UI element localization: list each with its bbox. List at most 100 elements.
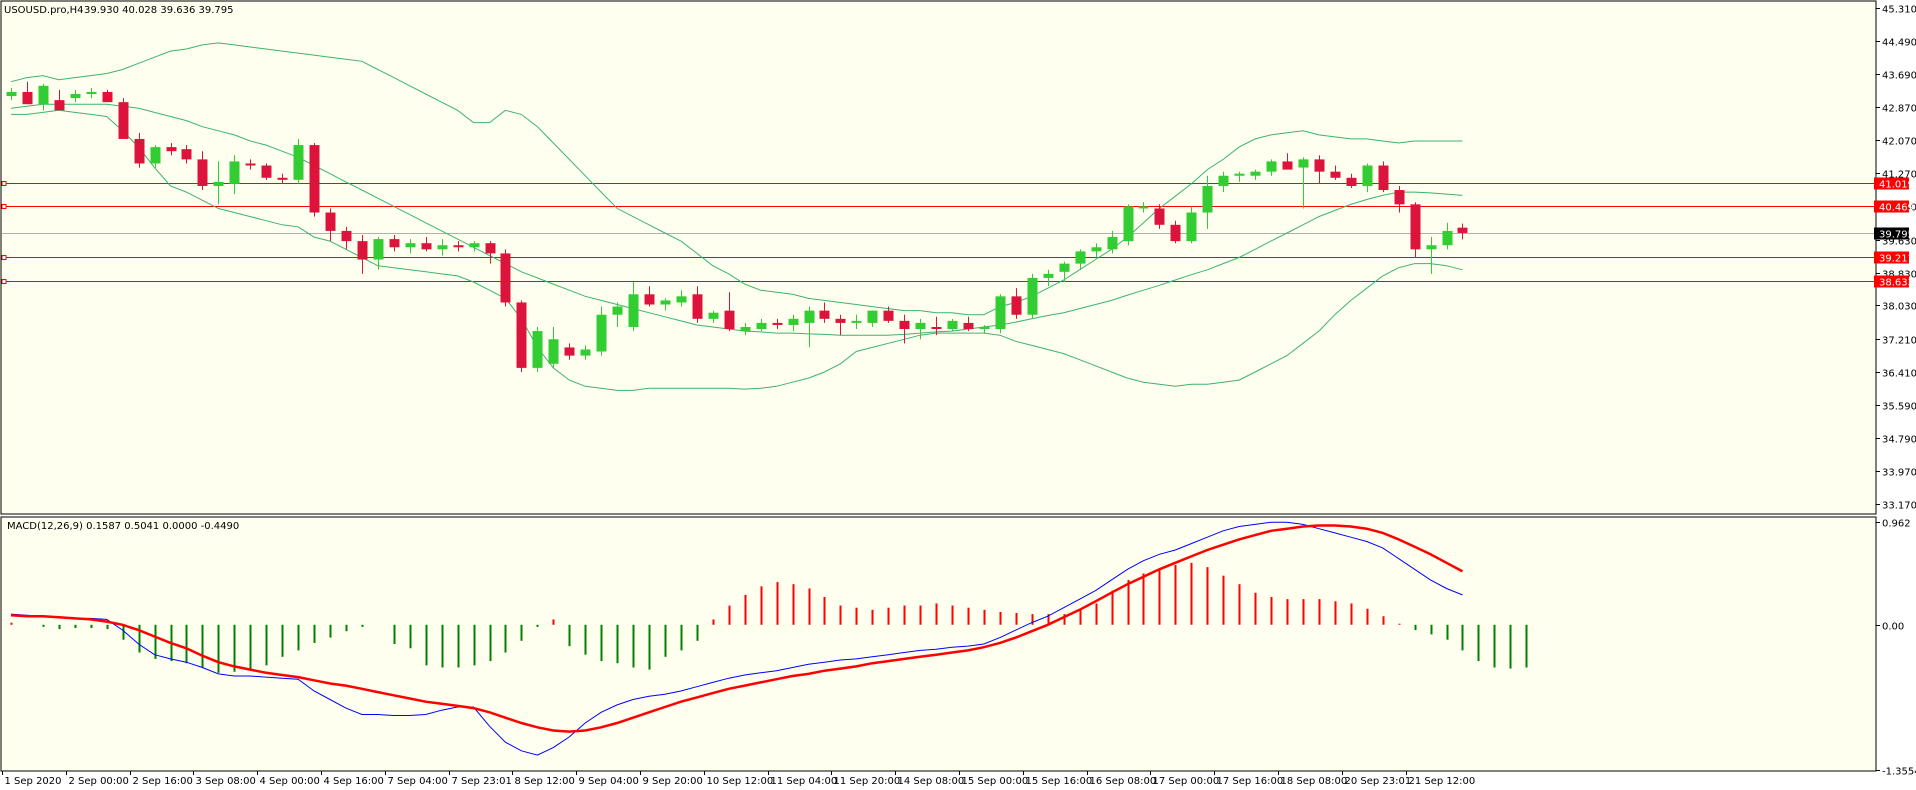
candle-body <box>772 322 783 325</box>
candle <box>851 314 862 330</box>
time-tick-label: 1 Sep 2020 <box>5 776 62 787</box>
time-tick-label: 7 Sep 23:01 <box>452 776 512 787</box>
candle <box>804 306 815 348</box>
price-tick-label: 42.870 <box>1882 104 1916 115</box>
time-tick-label: 7 Sep 04:00 <box>388 776 448 787</box>
candle <box>86 87 97 99</box>
candle-body <box>1170 224 1181 242</box>
macd-panel-background[interactable] <box>0 517 1876 771</box>
candle-body <box>788 318 799 325</box>
price-tick-label: 41.270 <box>1882 170 1916 181</box>
candle-body <box>644 294 655 305</box>
candle <box>261 163 272 180</box>
candle <box>819 302 830 323</box>
candle <box>1075 249 1086 270</box>
level-price-tag <box>1874 200 1909 213</box>
candle-body <box>181 149 192 160</box>
price-tick-label: 35.590 <box>1882 402 1916 413</box>
candle <box>1123 204 1134 246</box>
level-handle[interactable] <box>1 204 7 209</box>
candle <box>357 235 368 274</box>
candle <box>564 343 575 360</box>
candle <box>245 159 256 170</box>
candle-body <box>197 159 208 186</box>
candle-body <box>6 91 17 97</box>
level-price-labels: 41.019 40.469 39.211 38.633 39.795 <box>1874 177 1914 289</box>
candle-body <box>1250 171 1261 176</box>
candle <box>1378 161 1389 193</box>
candle-body <box>1043 273 1054 278</box>
candle-body <box>22 91 33 105</box>
candle-body <box>1154 208 1165 225</box>
candle-body <box>1011 296 1022 315</box>
price-tick-label: 36.410 <box>1882 369 1916 380</box>
candle-body <box>596 314 607 352</box>
candle <box>1250 169 1261 180</box>
candle <box>676 290 687 307</box>
time-tick-label: 4 Sep 00:00 <box>260 776 320 787</box>
candle <box>437 239 448 256</box>
signal-line <box>10 524 1464 733</box>
candle <box>660 298 671 311</box>
candle-body <box>580 349 591 356</box>
level-handle[interactable] <box>1 255 7 260</box>
candle <box>995 294 1006 334</box>
time-tick-label: 18 Sep 08:00 <box>1281 776 1348 787</box>
macd-panel-frame <box>0 516 1877 772</box>
candle-body <box>437 245 448 250</box>
candle-body <box>708 312 719 319</box>
candle <box>612 302 623 327</box>
candle <box>1186 206 1197 244</box>
candle-body <box>867 310 878 323</box>
candle <box>309 143 320 217</box>
candle-body <box>357 241 368 260</box>
candle-body <box>293 145 304 180</box>
candle <box>54 89 65 111</box>
time-tick-label: 11 Sep 20:00 <box>834 776 901 787</box>
ohlc-header: 39.930 40.028 39.636 39.795 <box>84 5 234 16</box>
candle <box>867 310 878 327</box>
macd-line <box>10 521 1463 756</box>
level-handle[interactable] <box>1 279 7 284</box>
candle-body <box>229 161 240 184</box>
candle-body <box>1123 206 1134 242</box>
candle-body <box>1202 185 1213 213</box>
candle-body <box>500 253 511 303</box>
candle-body <box>516 302 527 368</box>
candle-body <box>1330 171 1341 178</box>
candle-body <box>134 138 145 164</box>
candle-body <box>1266 161 1277 172</box>
candle <box>883 306 894 323</box>
candle-body <box>213 181 224 186</box>
candle <box>1426 237 1437 274</box>
candlesticks <box>6 81 1468 372</box>
candle <box>277 173 288 184</box>
candle <box>1234 171 1245 182</box>
candle <box>341 226 352 250</box>
price-tick-label: 34.790 <box>1882 435 1916 446</box>
candle <box>979 324 990 334</box>
candle-body <box>819 310 830 319</box>
candle-body <box>38 85 49 105</box>
level-price-label: 41.019 <box>1879 180 1914 191</box>
time-tick-label: 2 Sep 16:00 <box>133 776 193 787</box>
candle-body <box>532 331 543 368</box>
candle-body <box>1107 237 1118 250</box>
candle-body <box>1138 206 1149 209</box>
candle <box>931 316 942 336</box>
candle-body <box>1410 204 1421 250</box>
bollinger-lower <box>11 109 1463 391</box>
candle <box>453 241 464 252</box>
time-tick-label: 15 Sep 16:00 <box>1026 776 1093 787</box>
level-handle[interactable] <box>1 181 7 186</box>
time-tick-label: 3 Sep 08:00 <box>196 776 256 787</box>
candle <box>150 145 161 168</box>
candle-body <box>883 310 894 321</box>
candle <box>1457 223 1468 240</box>
candle-body <box>1362 165 1373 186</box>
candle <box>708 310 719 323</box>
candle <box>532 326 543 372</box>
candle-body <box>341 230 352 242</box>
candle-body <box>931 326 942 330</box>
